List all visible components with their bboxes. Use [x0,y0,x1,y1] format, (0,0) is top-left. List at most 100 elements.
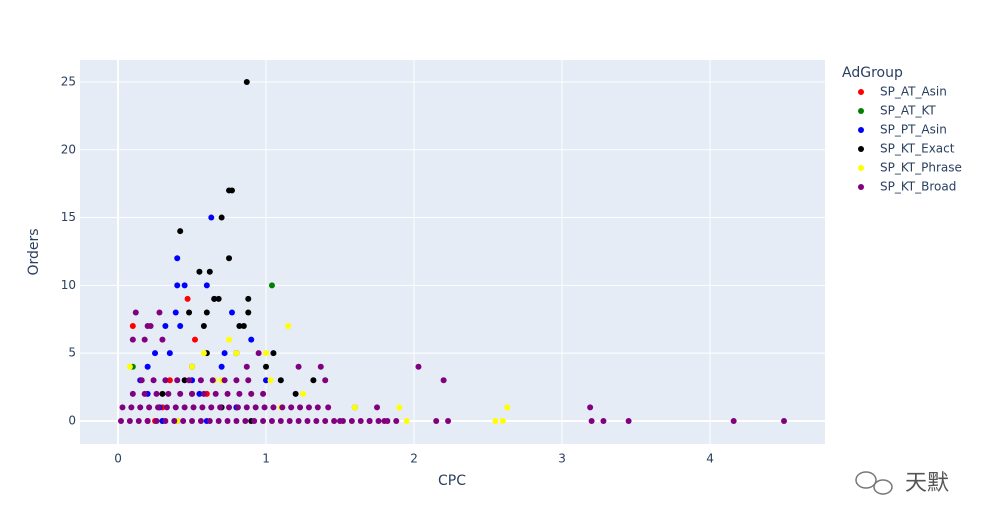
point [337,417,344,424]
y-tick-label: 25 [61,74,76,88]
markers [117,78,788,424]
point [162,377,169,384]
point [199,404,206,411]
point [277,417,284,424]
point [325,404,332,411]
point [129,390,136,397]
point [226,336,233,343]
point [252,404,259,411]
point [440,377,447,384]
point [300,390,307,397]
point [162,323,169,330]
point [499,417,506,424]
point [348,417,355,424]
point [295,363,302,370]
point [243,78,250,85]
legend-label: SP_PT_Asin [880,123,947,137]
point [196,390,203,397]
point [163,404,170,411]
legend-marker [858,146,864,152]
legend-label: SP_KT_Broad [880,180,956,194]
legend-marker [858,108,864,114]
point [374,404,381,411]
point [181,404,188,411]
point [381,417,388,424]
point [248,390,255,397]
point [224,390,231,397]
y-tick-label: 0 [68,413,76,427]
point [177,390,184,397]
point [351,404,358,411]
point [445,417,452,424]
point [154,404,161,411]
point [126,363,133,370]
point [218,214,225,221]
point [255,350,262,357]
point [129,336,136,343]
point [177,228,184,235]
point [236,323,243,330]
y-tick-label: 10 [61,278,76,292]
point [186,377,193,384]
point [313,417,320,424]
legend-label: SP_AT_Asin [880,85,947,99]
point [217,404,224,411]
point [174,377,181,384]
point [196,268,203,275]
point [203,282,210,289]
point [243,363,250,370]
point [304,417,311,424]
legend-title: AdGroup [842,65,903,81]
point [260,417,267,424]
point [189,363,196,370]
point [396,404,403,411]
point [331,417,338,424]
point [174,282,181,289]
y-axis-title: Orders [26,228,42,275]
x-tick-label: 4 [706,452,714,466]
point [245,309,252,316]
watermark: 天默 [905,471,949,496]
point [233,377,240,384]
point [270,350,277,357]
point [153,390,160,397]
point [180,417,187,424]
point [226,255,233,262]
x-tick-label: 2 [410,452,418,466]
point [263,377,270,384]
point [261,404,268,411]
point [189,417,196,424]
legend-marker [858,127,864,133]
point [172,404,179,411]
plot-area [80,60,825,444]
point [314,404,321,411]
point [375,417,382,424]
point [224,417,231,424]
point [288,404,295,411]
point [228,187,235,194]
point [245,295,252,302]
point [357,417,364,424]
point [588,417,595,424]
point [211,295,218,302]
point [166,377,173,384]
point [245,377,252,384]
point [174,255,181,262]
y-tick-label: 20 [61,142,76,156]
point [242,417,249,424]
point [189,390,196,397]
point [126,417,133,424]
y-tick-label: 15 [61,210,76,224]
point [234,404,241,411]
point [305,404,312,411]
point [415,363,422,370]
point [221,377,228,384]
point [233,350,240,357]
point [208,214,215,221]
x-tick-label: 1 [262,452,270,466]
point [129,323,136,330]
point [260,390,267,397]
point [141,390,148,397]
point [279,404,286,411]
